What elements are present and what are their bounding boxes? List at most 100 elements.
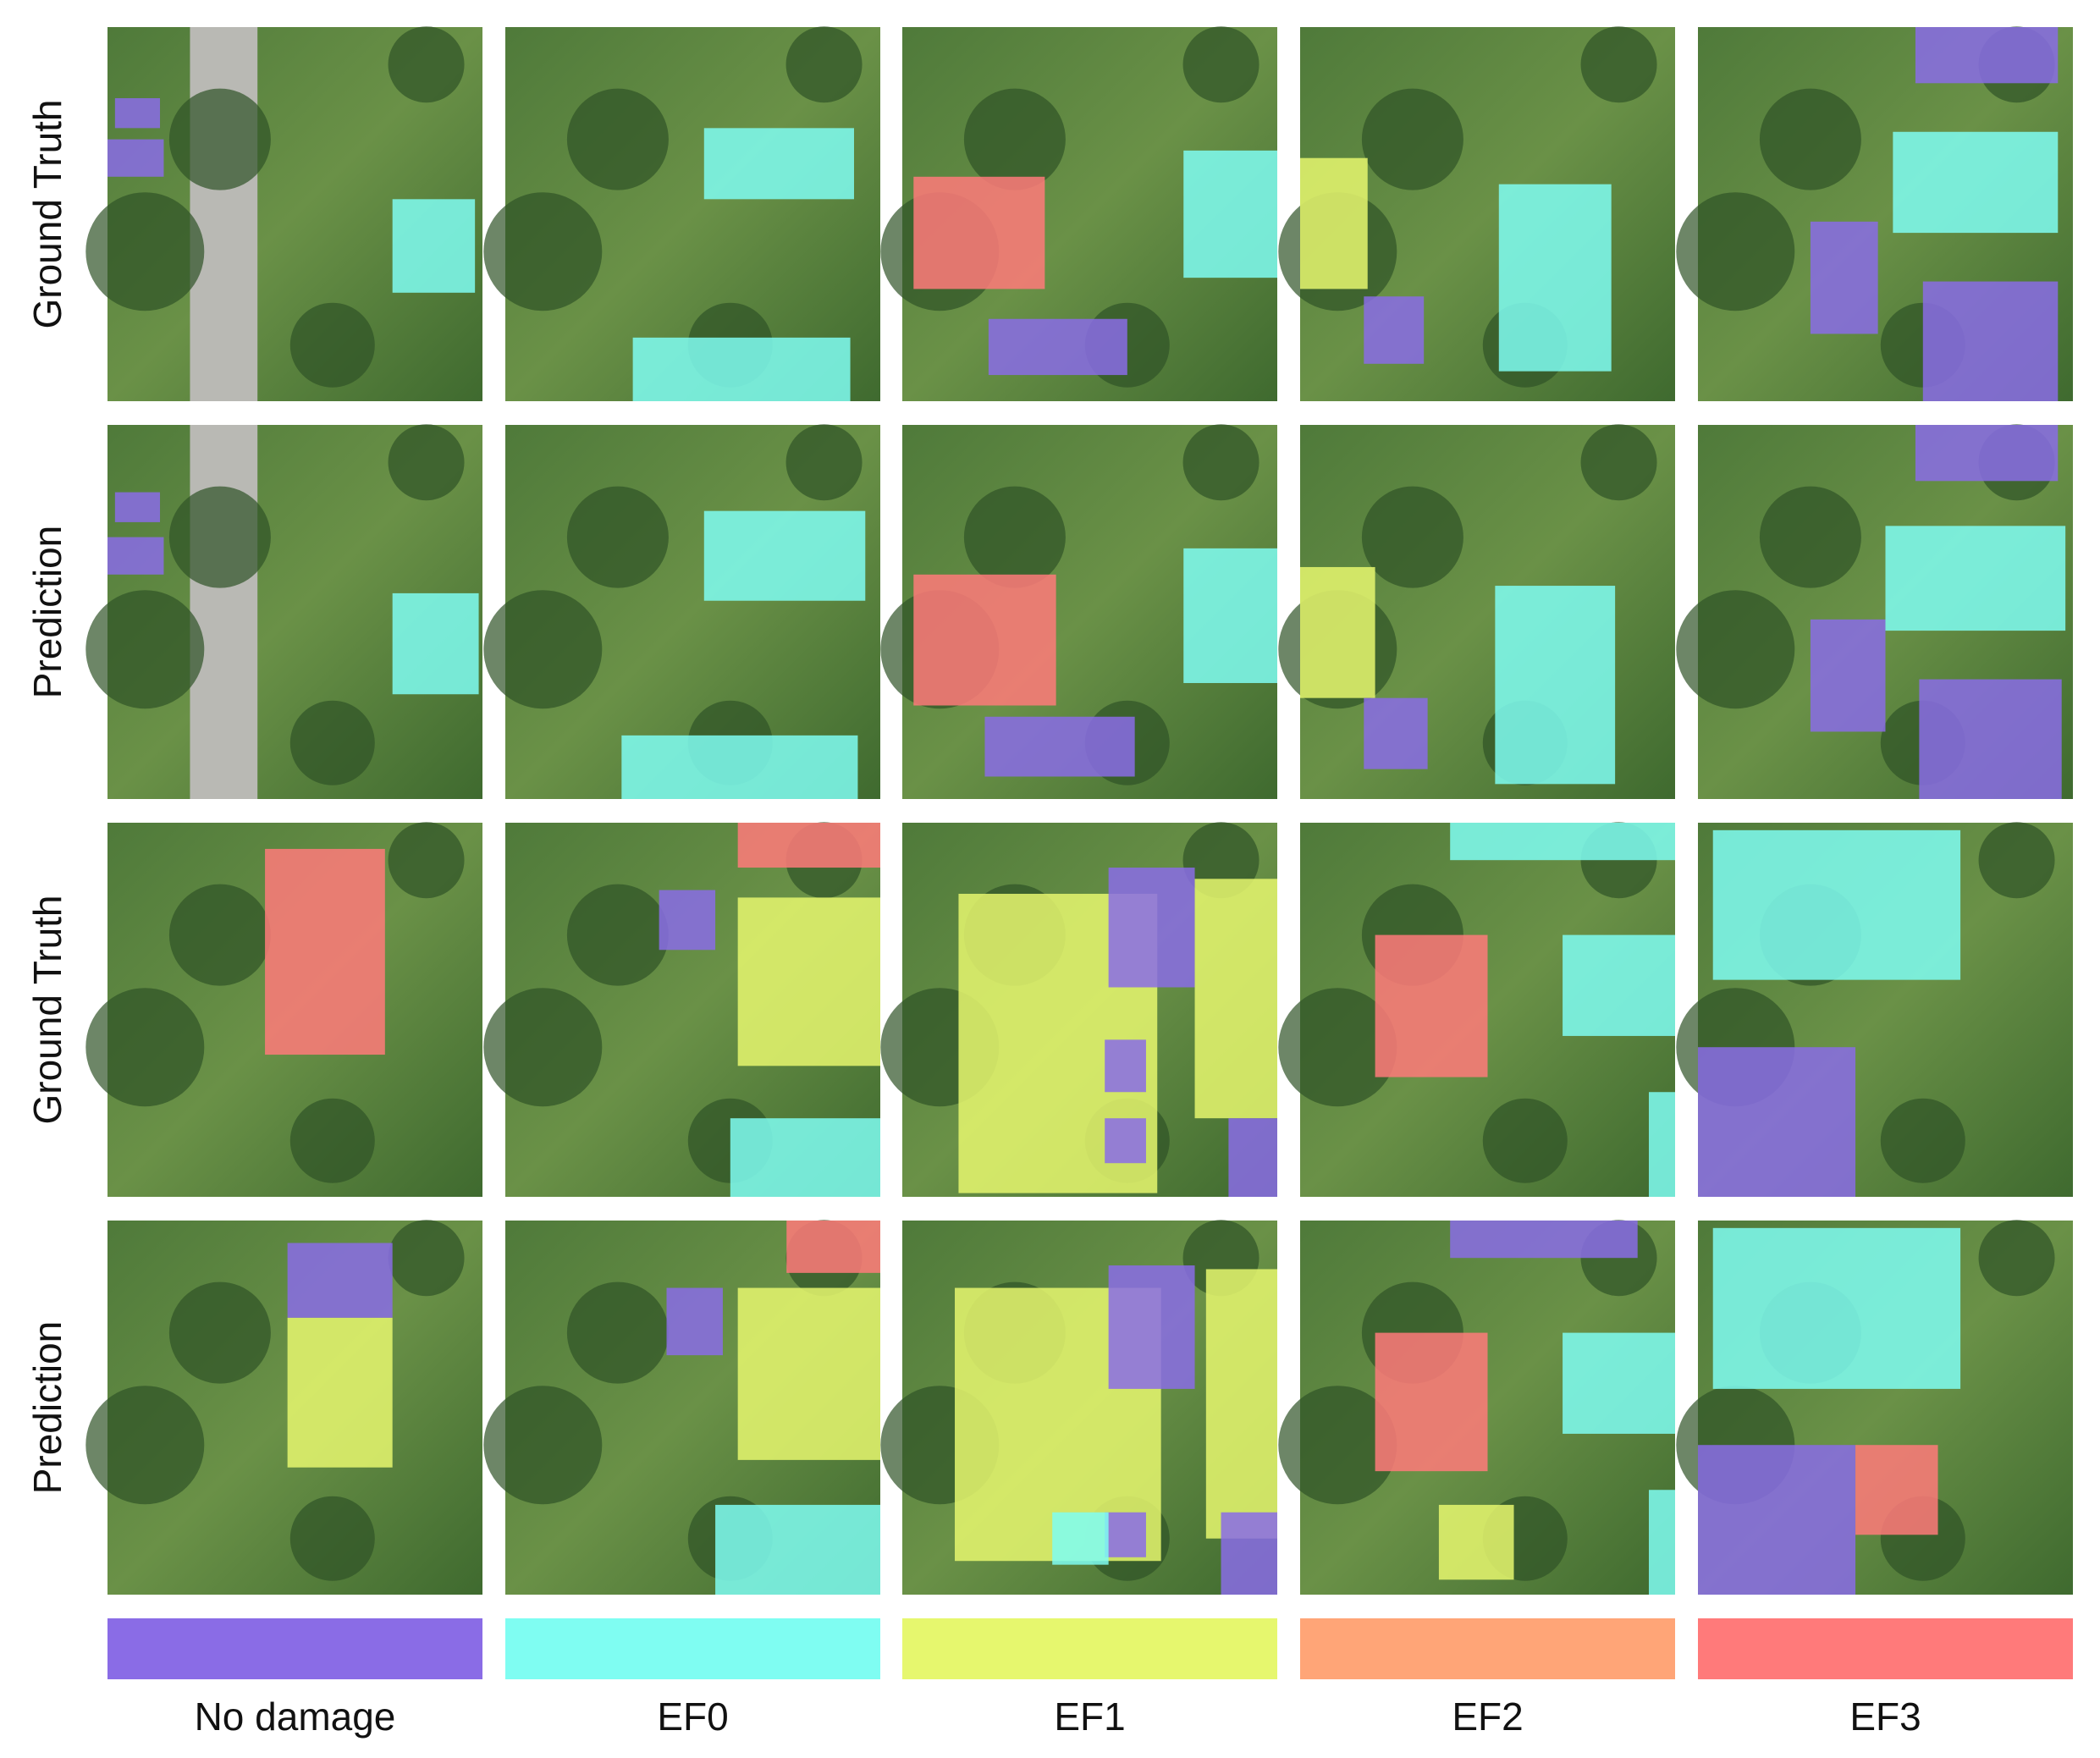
tree <box>483 590 603 709</box>
building-mask <box>730 1118 880 1197</box>
tree <box>1759 486 1861 588</box>
building-mask <box>1919 679 2062 799</box>
tree <box>85 590 205 709</box>
row-label: Ground Truth <box>25 895 69 1124</box>
building-mask <box>1563 934 1675 1036</box>
tree <box>1676 192 1795 311</box>
row-label: Ground Truth <box>25 99 69 328</box>
image-tile <box>880 822 1277 1197</box>
building-mask <box>1885 526 2066 631</box>
building-mask <box>287 1317 393 1468</box>
tree <box>289 1496 375 1581</box>
building-mask <box>1648 1092 1675 1197</box>
building-mask <box>715 1504 880 1595</box>
road <box>190 425 258 799</box>
image-tile <box>483 424 880 799</box>
building-mask <box>1648 1490 1675 1595</box>
tree <box>785 26 863 103</box>
building-mask <box>1810 221 1878 334</box>
legend-label: EF1 <box>1054 1695 1125 1739</box>
tree <box>1361 88 1463 190</box>
building-mask <box>703 128 854 200</box>
image-tile <box>85 1220 482 1595</box>
building-mask <box>786 1221 880 1273</box>
tree <box>963 486 1066 588</box>
building-mask <box>913 574 1056 706</box>
building-mask <box>1563 1332 1675 1434</box>
tree <box>1580 424 1657 501</box>
building-mask <box>1698 1445 1856 1595</box>
building-mask <box>1221 1512 1277 1595</box>
building-mask <box>1438 1504 1514 1580</box>
building-mask <box>1893 131 2059 234</box>
tree <box>289 1098 375 1183</box>
image-tile <box>1676 822 2073 1197</box>
legend-label: EF2 <box>1452 1695 1523 1739</box>
tree <box>388 26 465 103</box>
tree <box>566 884 669 986</box>
tree <box>168 486 271 588</box>
tree <box>289 302 375 388</box>
building-mask <box>1183 548 1277 683</box>
building-mask <box>1712 1227 1961 1389</box>
building-mask <box>1375 934 1488 1077</box>
building-mask <box>1922 281 2059 401</box>
tree <box>1278 1386 1397 1505</box>
image-tile <box>85 424 482 799</box>
building-mask <box>1300 566 1375 698</box>
building-mask <box>659 890 716 951</box>
tree <box>85 1386 205 1505</box>
tree <box>388 1220 465 1297</box>
building-mask <box>1183 150 1277 278</box>
image-tile <box>1278 424 1675 799</box>
tree <box>483 1386 603 1505</box>
building-mask <box>392 199 476 293</box>
building-mask <box>988 318 1127 376</box>
building-mask <box>1052 1512 1109 1565</box>
building-mask <box>984 716 1135 777</box>
tree <box>1182 424 1259 501</box>
tree <box>963 88 1066 190</box>
building-mask <box>1915 27 2059 84</box>
road <box>190 27 258 401</box>
building-mask <box>703 510 866 601</box>
legend-swatch <box>505 1618 880 1679</box>
tree <box>289 700 375 785</box>
building-mask <box>1498 184 1612 372</box>
building-mask <box>737 1287 880 1460</box>
tree <box>483 192 603 311</box>
building-mask <box>1194 879 1277 1119</box>
building-mask <box>1105 1512 1146 1557</box>
image-tile <box>483 1220 880 1595</box>
building-mask <box>1810 619 1886 732</box>
legend-swatch <box>1698 1618 2073 1679</box>
building-mask <box>107 139 164 177</box>
image-tile <box>1278 26 1675 401</box>
image-tile <box>880 26 1277 401</box>
image-tile <box>483 822 880 1197</box>
image-tile <box>85 26 482 401</box>
building-mask <box>1105 1039 1146 1093</box>
building-mask <box>1915 425 2059 482</box>
building-mask <box>1855 1445 1938 1535</box>
building-mask <box>1105 1118 1146 1164</box>
building-mask <box>392 592 479 695</box>
tree <box>1676 590 1795 709</box>
building-mask <box>107 537 164 575</box>
legend-label: EF0 <box>657 1695 728 1739</box>
building-mask <box>114 97 161 129</box>
building-mask <box>737 897 880 1066</box>
tree <box>483 988 603 1107</box>
building-mask <box>621 735 858 799</box>
tree <box>1182 26 1259 103</box>
building-mask <box>1712 829 1961 980</box>
tree <box>388 822 465 899</box>
tree <box>566 1281 669 1384</box>
tree <box>566 88 669 190</box>
building-mask <box>1300 157 1368 289</box>
tree <box>168 1281 271 1384</box>
building-mask <box>287 1243 393 1318</box>
building-mask <box>114 492 161 522</box>
tree <box>168 88 271 190</box>
image-tile <box>880 424 1277 799</box>
